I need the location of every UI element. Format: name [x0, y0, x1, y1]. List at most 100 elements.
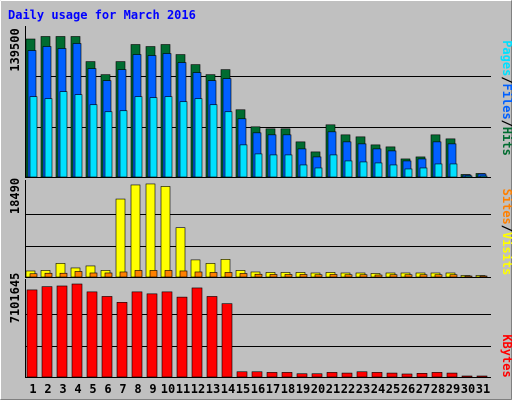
kbytes-bar	[281, 372, 293, 378]
sites-bar	[284, 274, 293, 278]
pages-bar	[89, 104, 98, 178]
day-label: 2	[44, 382, 51, 396]
pages-bar	[29, 96, 38, 178]
day-label: 16	[251, 382, 265, 396]
sites-bar	[89, 272, 98, 278]
pages-bar	[434, 163, 443, 178]
kbytes-bar	[266, 372, 278, 378]
sites-bar	[314, 274, 323, 278]
day-label: 8	[134, 382, 141, 396]
kbytes-bar	[86, 291, 98, 378]
pages-bar	[104, 111, 113, 178]
visits-bar	[160, 186, 171, 278]
day-label: 23	[356, 382, 370, 396]
day-label: 21	[326, 382, 340, 396]
pages-bar	[464, 175, 473, 178]
kbytes-bar	[311, 373, 323, 378]
pages-bar	[269, 154, 278, 178]
day-label: 30	[461, 382, 475, 396]
sites-bar	[149, 270, 158, 278]
kbytes-bar	[131, 291, 143, 378]
mid-panel-legend: Sites/Visits	[500, 189, 512, 276]
legend-files: Files	[500, 84, 512, 120]
bot-panel-legend: KBytes	[500, 334, 512, 377]
pages-bar	[224, 111, 233, 178]
pages-bar	[449, 163, 458, 178]
sites-bar	[359, 274, 368, 278]
sites-bar	[344, 274, 353, 278]
sites-bar	[254, 273, 263, 278]
legend-sep-1: /	[500, 76, 512, 83]
sites-bar	[194, 271, 203, 278]
visits-bar	[145, 183, 156, 278]
pages-bar	[179, 101, 188, 178]
day-label: 3	[59, 382, 66, 396]
sites-bar	[209, 272, 218, 278]
sites-bar	[434, 274, 443, 278]
kbytes-bar	[206, 296, 218, 378]
bot-panel-max-label: 7101645	[8, 273, 22, 324]
chart-title: Daily usage for March 2016	[8, 8, 196, 22]
day-label: 24	[371, 382, 385, 396]
day-label: 1	[29, 382, 36, 396]
pages-bar	[164, 96, 173, 178]
sites-bar	[449, 274, 458, 278]
day-label: 22	[341, 382, 355, 396]
pages-bar	[134, 96, 143, 178]
day-label: 7	[119, 382, 126, 396]
kbytes-bar	[296, 373, 308, 378]
day-label: 10	[161, 382, 175, 396]
kbytes-bar	[341, 372, 353, 378]
sites-bar	[164, 270, 173, 278]
kbytes-bar	[446, 372, 458, 378]
sites-bar	[179, 270, 188, 278]
legend-sep-3: /	[500, 225, 512, 232]
kbytes-bar	[116, 302, 128, 378]
day-label: 9	[149, 382, 156, 396]
day-label: 20	[311, 382, 325, 396]
kbytes-bar	[146, 293, 158, 378]
kbytes-bar	[326, 372, 338, 378]
day-label: 29	[446, 382, 460, 396]
kbytes-bar	[476, 375, 488, 378]
top-panel-max-label: 139500	[8, 28, 22, 71]
kbytes-bar	[56, 285, 68, 378]
pages-bar	[239, 144, 248, 178]
pages-bar	[284, 154, 293, 178]
pages-bar	[74, 94, 83, 178]
day-label: 12	[191, 382, 205, 396]
sites-bar	[464, 275, 473, 278]
sites-bar	[389, 274, 398, 278]
top-panel-legend: Pages/Files/Hits	[500, 40, 512, 156]
sites-bar	[104, 272, 113, 278]
kbytes-bar	[191, 287, 203, 378]
day-label: 4	[74, 382, 81, 396]
legend-sites: Sites	[500, 189, 512, 225]
visits-bar	[175, 227, 186, 278]
day-label: 5	[89, 382, 96, 396]
pages-bar	[149, 97, 158, 178]
kbytes-bar	[356, 371, 368, 378]
kbytes-bar	[431, 372, 443, 378]
legend-hits: Hits	[500, 127, 512, 156]
kbytes-bar	[416, 373, 428, 378]
pages-bar	[404, 168, 413, 178]
sites-bar	[269, 274, 278, 278]
kbytes-bar	[251, 371, 263, 378]
pages-bar	[254, 153, 263, 178]
kbytes-bar	[371, 372, 383, 378]
kbytes-bar	[386, 372, 398, 378]
sites-bar	[134, 270, 143, 278]
day-axis-labels: 1 2 3 4 5 6 7 8 9 10 11 12 13 14 15 16 17 18 19 20 21 22 23 24 2…	[29, 382, 490, 396]
kbytes-bar	[71, 283, 83, 378]
hits-files-pages-panel	[25, 26, 491, 178]
pages-bar	[344, 160, 353, 178]
day-label: 28	[431, 382, 445, 396]
mid-panel-plot-area	[25, 180, 491, 277]
day-label: 31	[476, 382, 490, 396]
day-label: 15	[236, 382, 250, 396]
mid-panel-max-label: 18490	[8, 178, 22, 214]
visits-bar	[115, 198, 126, 278]
day-label: 13	[206, 382, 220, 396]
day-label: 19	[296, 382, 310, 396]
